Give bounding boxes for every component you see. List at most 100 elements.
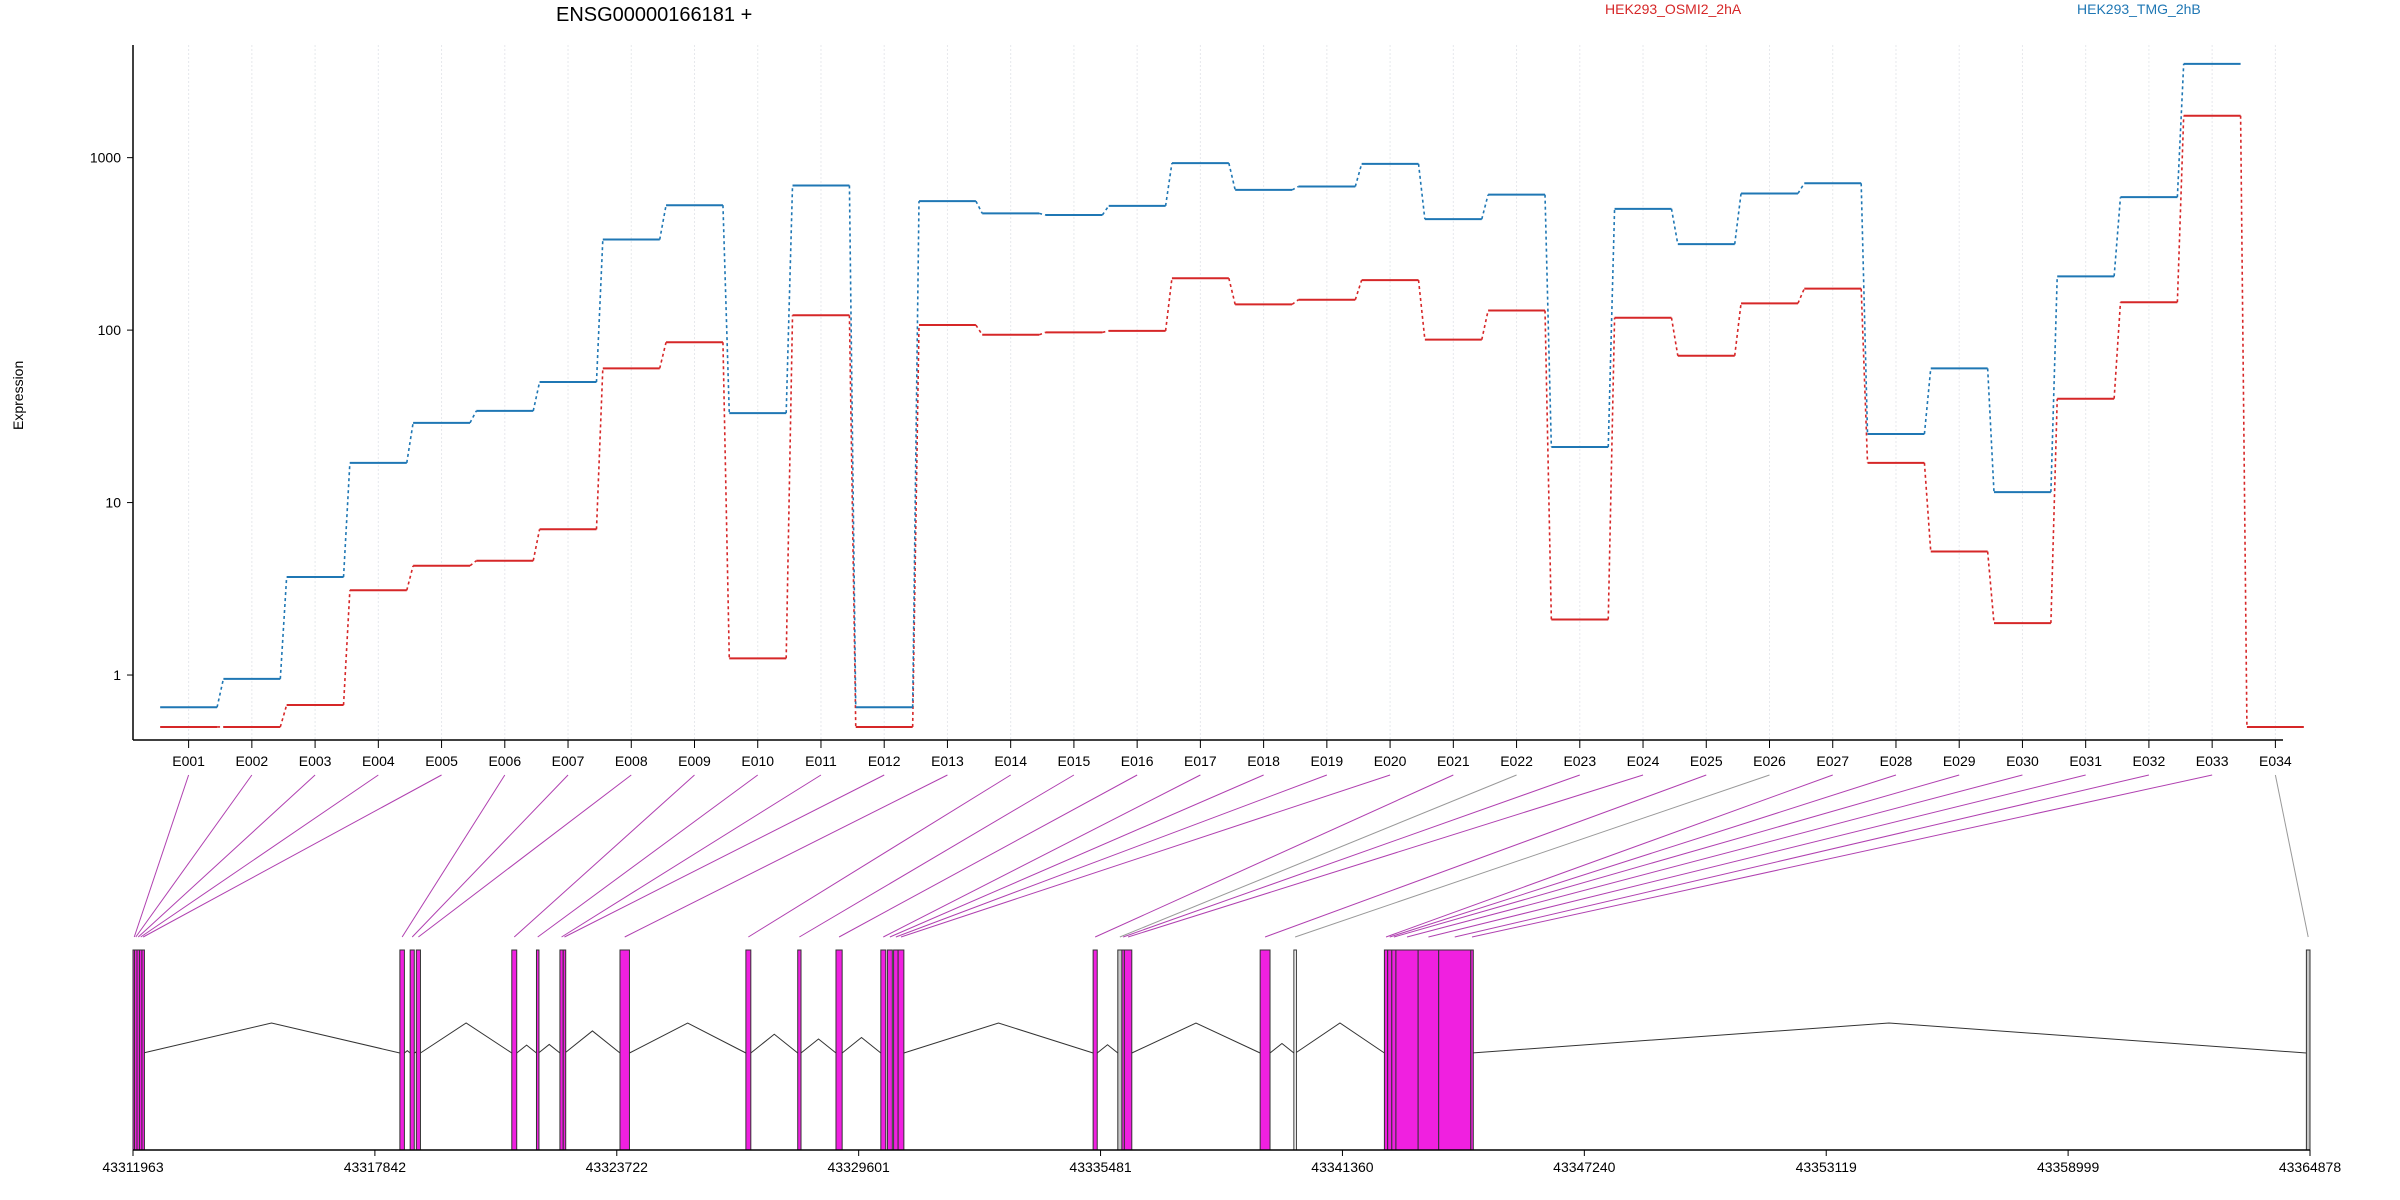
series-connector (1482, 195, 1488, 219)
series-connector (2051, 399, 2057, 623)
intron-line (143, 1023, 400, 1053)
exon-block (400, 950, 405, 1150)
exon-connector (138, 775, 315, 937)
series-connector (344, 590, 350, 705)
exon-connector (896, 775, 1327, 937)
x-tick-label: E004 (362, 753, 395, 769)
genomic-tick-label: 43311963 (102, 1159, 163, 1175)
exon-block (798, 950, 801, 1150)
x-tick-label: E026 (1753, 753, 1786, 769)
exon-connector (134, 775, 188, 937)
y-tick-label: 100 (98, 322, 122, 338)
exon-connector (1128, 775, 1643, 937)
exon-connector (748, 775, 1010, 937)
exon-connector (625, 775, 948, 937)
series-connector (786, 185, 792, 413)
x-tick-label: E019 (1311, 753, 1344, 769)
x-tick-label: E027 (1816, 753, 1849, 769)
exon-block (1439, 950, 1471, 1150)
series-connector (1924, 368, 1930, 434)
series-connector (723, 342, 729, 658)
exon-connector (1407, 775, 2022, 937)
x-tick-label: E014 (994, 753, 1027, 769)
genomic-tick-label: 43335481 (1069, 1159, 1132, 1175)
series-connector (1988, 552, 1994, 624)
series-connector (1102, 206, 1108, 215)
exon-connector (1123, 775, 1580, 937)
x-tick-label: E020 (1374, 753, 1407, 769)
series-connector (1924, 463, 1930, 552)
series-connector (1355, 280, 1361, 300)
genomic-tick-label: 43347240 (1553, 1159, 1616, 1175)
x-tick-label: E012 (868, 753, 901, 769)
series-connector (407, 423, 413, 463)
series-connector (786, 315, 792, 658)
series-connector (1545, 195, 1551, 447)
series-connector (1292, 300, 1298, 305)
series-connector (2114, 302, 2120, 398)
series-connector (1039, 213, 1045, 215)
plot-axes: 1 10 100 1000 E001 E002 E003 E004 E005 E006 E007 E0… (90, 45, 2292, 769)
exon-block (563, 950, 566, 1150)
x-tick-label: E013 (931, 753, 964, 769)
series-connector (1102, 331, 1108, 333)
x-tick-label: E006 (488, 753, 521, 769)
exon-block (836, 950, 842, 1150)
exon-block (1396, 950, 1418, 1150)
exon-connector (136, 775, 252, 937)
exon-block (894, 950, 899, 1150)
genomic-tick-label: 43329601 (828, 1159, 891, 1175)
y-tick-label: 10 (105, 495, 121, 511)
exon-connector (562, 775, 821, 937)
exon-connector (514, 775, 694, 937)
x-tick-label: E023 (1563, 753, 1596, 769)
series-connector (1166, 278, 1172, 331)
exon-block (1471, 950, 1474, 1150)
exon-connector (1472, 775, 2212, 937)
x-tick-label: E008 (615, 753, 648, 769)
series-connector (1735, 303, 1741, 355)
intron-line (404, 1051, 410, 1053)
exon-connector (1390, 775, 1896, 937)
exon-block (887, 950, 892, 1150)
exon-block (1418, 950, 1439, 1150)
series-connector (660, 342, 666, 368)
intron-line (517, 1045, 537, 1053)
exon-block (1392, 950, 1396, 1150)
intron-line (539, 1044, 560, 1053)
y-tick-label: 1 (113, 667, 121, 683)
series-layer (160, 64, 2304, 727)
exon-connector (412, 775, 568, 937)
intron-line (420, 1023, 511, 1053)
exon-block (512, 950, 517, 1150)
series-connector (2114, 197, 2120, 276)
intron-line (1270, 1043, 1294, 1053)
exon-connector (1095, 775, 1453, 937)
exon-connector (890, 775, 1264, 937)
x-tick-label: E025 (1690, 753, 1723, 769)
x-tick-label: E018 (1247, 753, 1280, 769)
exon-connector (1455, 775, 2149, 937)
series-connector (976, 201, 982, 213)
exon-block (2306, 950, 2310, 1150)
exon-connector (1265, 775, 1706, 937)
exon-connectors (134, 775, 2308, 937)
x-tick-label: E010 (741, 753, 774, 769)
vertical-grid (189, 45, 2276, 740)
series-connector (1419, 280, 1425, 340)
exon-block (746, 950, 751, 1150)
series-connector (2177, 64, 2183, 197)
x-tick-label: E032 (2133, 753, 2166, 769)
series-connector (1798, 183, 1804, 193)
series-connector (660, 205, 666, 239)
intron-line (1472, 1023, 2307, 1053)
series-connector (596, 240, 602, 382)
exon-connector (901, 775, 1390, 937)
exon-connector (402, 775, 505, 937)
exon-block (898, 950, 904, 1150)
series-connector (533, 382, 539, 411)
series-connector (1608, 318, 1614, 620)
x-tick-label: E031 (2069, 753, 2102, 769)
exon-block (1294, 950, 1297, 1150)
intron-line (801, 1039, 836, 1053)
